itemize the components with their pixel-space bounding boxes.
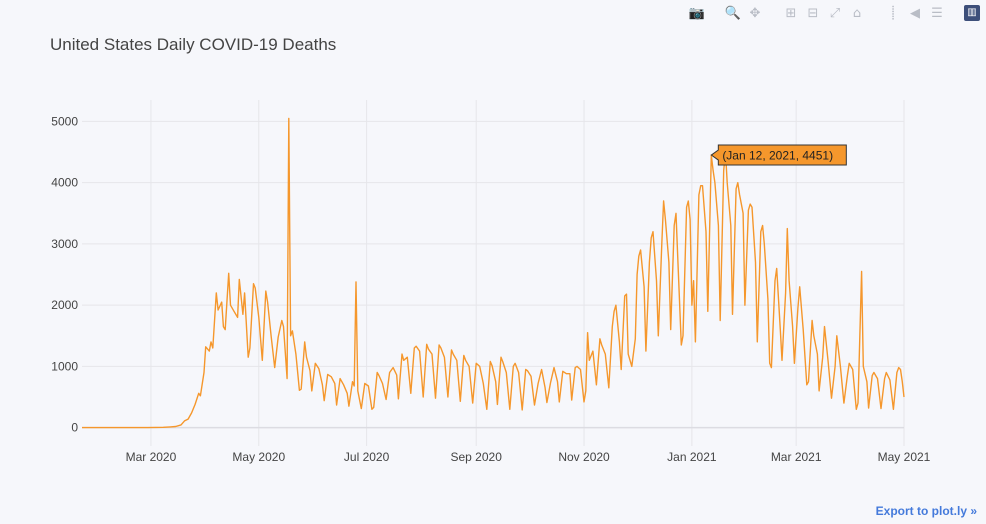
y-tick-label: 3000	[51, 237, 78, 251]
hover-compare-icon[interactable]: ☰	[928, 4, 946, 22]
x-tick-label: Mar 2020	[126, 450, 177, 464]
x-tick-label: Sep 2020	[451, 450, 503, 464]
home-icon[interactable]: ⌂	[848, 4, 866, 22]
y-tick-label: 0	[71, 421, 78, 435]
hover-label: (Jan 12, 2021, 4451)	[722, 149, 833, 163]
hover-closest-icon[interactable]: ◀	[906, 4, 924, 22]
y-tick-label: 2000	[51, 298, 78, 312]
zoom-in-icon[interactable]: ⊞	[782, 4, 800, 22]
x-tick-label: Jan 2021	[667, 450, 717, 464]
x-tick-label: Jul 2020	[344, 450, 390, 464]
autoscale-icon[interactable]: ⤢	[826, 4, 844, 22]
zoom-icon[interactable]: 🔍	[724, 4, 742, 22]
x-tick-label: May 2021	[878, 450, 931, 464]
y-tick-label: 5000	[51, 114, 78, 128]
modebar: 📷 🔍 ✥ ⊞ ⊟ ⤢ ⌂ ⸽ ◀ ☰ ▥	[688, 3, 980, 23]
x-tick-label: Nov 2020	[558, 450, 610, 464]
x-tick-label: Mar 2021	[771, 450, 822, 464]
y-tick-label: 4000	[51, 176, 78, 190]
export-to-plotly-link[interactable]: Export to plot.ly »	[876, 504, 977, 518]
x-axis-ticks: Mar 2020 May 2020 Jul 2020 Sep 2020 Nov 2020…	[126, 450, 931, 464]
camera-icon[interactable]: 📷	[688, 4, 706, 22]
hover-tooltip: (Jan 12, 2021, 4451)	[711, 145, 846, 165]
spike-lines-icon[interactable]: ⸽	[884, 4, 902, 22]
chart-title: United States Daily COVID-19 Deaths	[50, 35, 336, 54]
pan-icon[interactable]: ✥	[746, 4, 764, 22]
x-tick-label: May 2020	[232, 450, 285, 464]
y-tick-label: 1000	[51, 359, 78, 373]
zoom-out-icon[interactable]: ⊟	[804, 4, 822, 22]
plotly-logo-icon[interactable]: ▥	[964, 5, 980, 21]
y-axis-ticks: 0 1000 2000 3000 4000 5000	[51, 114, 78, 434]
